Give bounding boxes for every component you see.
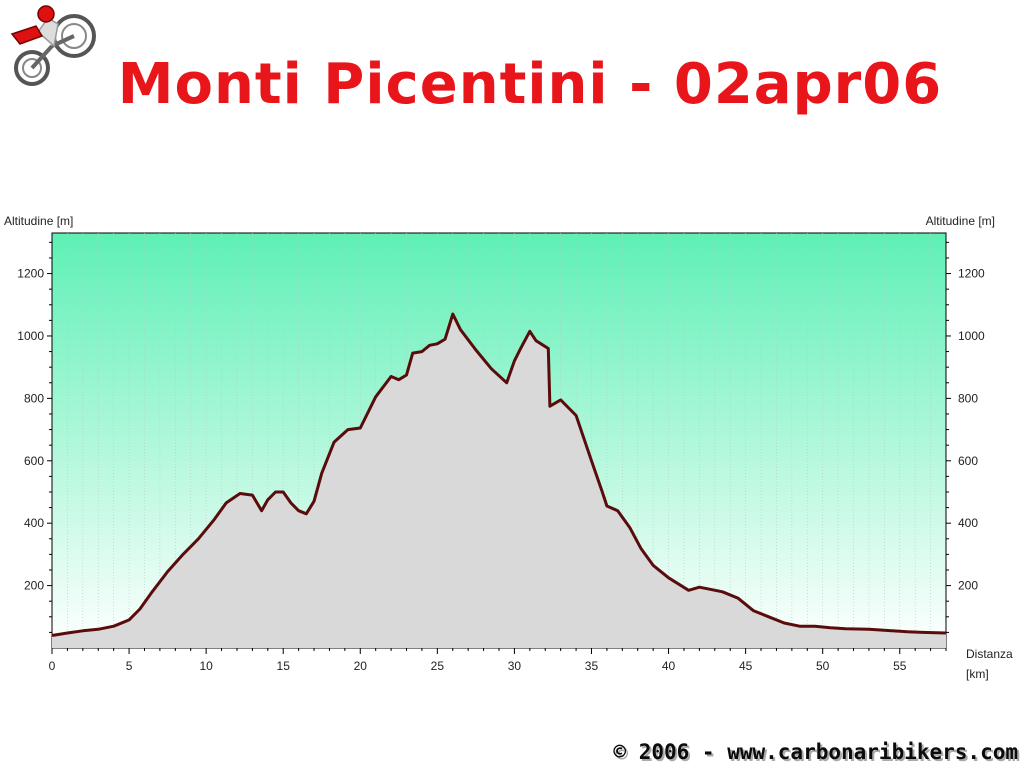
x-axis-label: Distanza [966,647,1013,661]
elevation-line [51,312,947,637]
x-axis: 0 5 10 15 20 25 30 35 40 45 50 55 [49,648,947,673]
page-title: Monti Picentini - 02apr06 [117,52,943,117]
x-tick-label: 55 [893,659,907,673]
y-axis-label-left: Altitudine [m] [4,214,73,228]
y-axis-label-right: Altitudine [m] [926,214,995,228]
x-tick-label: 25 [431,659,445,673]
y-tick-label-right: 800 [958,391,978,405]
x-tick-label: 40 [662,659,676,673]
y-tick-label-left: 400 [24,516,44,530]
x-axis-unit: [km] [966,667,989,681]
x-tick-label: 45 [739,659,753,673]
x-tick-label: 30 [508,659,522,673]
y-tick-label-right: 200 [958,579,978,593]
y-tick-label-left: 800 [24,391,44,405]
y-axis-right: 200 400 600 800 1000 1200 [946,241,985,633]
y-tick-label-right: 400 [958,516,978,530]
y-tick-label-left: 600 [24,454,44,468]
x-tick-label: 35 [585,659,599,673]
y-tick-label-left: 200 [24,579,44,593]
y-tick-label-left: 1200 [17,267,44,281]
y-tick-label-right: 1200 [958,267,985,281]
y-tick-label-right: 1000 [958,329,985,343]
y-tick-label-left: 1000 [17,329,44,343]
x-tick-label: 0 [49,659,56,673]
y-tick-label-right: 600 [958,454,978,468]
biker-logo [2,2,98,90]
copyright-footer: © 2006 - www.carbonaribikers.com [613,740,1018,764]
x-tick-label: 10 [199,659,213,673]
y-axis-left: 200 400 600 800 1000 1200 [17,241,52,633]
x-tick-label: 20 [354,659,368,673]
elevation-area [52,314,946,648]
x-tick-label: 15 [277,659,291,673]
x-tick-label: 5 [126,659,133,673]
x-tick-label: 50 [816,659,830,673]
